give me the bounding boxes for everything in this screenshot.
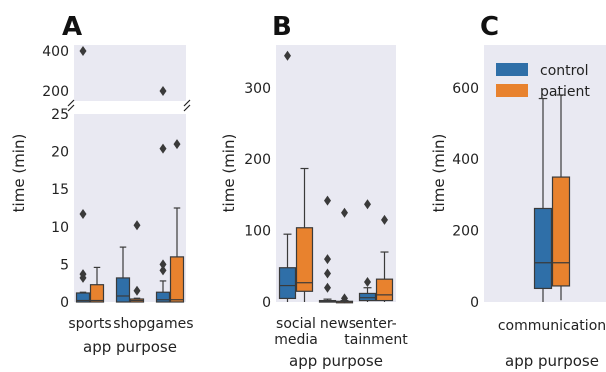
panel-a-y-tick-label: 20 bbox=[51, 145, 69, 161]
panel-a-outlier-control bbox=[159, 143, 167, 154]
panel-a-outlier-control bbox=[79, 46, 87, 56]
panel-a-outlier-control bbox=[159, 86, 167, 96]
panel-letter-a: A bbox=[62, 12, 82, 42]
panel-a-y-tick-label: 5 bbox=[60, 257, 69, 273]
panel-a-box-control bbox=[115, 277, 131, 303]
panel-a-y-tick-label: 15 bbox=[51, 182, 69, 198]
panel-c-y-tick-label: 400 bbox=[452, 152, 479, 168]
panel-a-x-tick-label: shop bbox=[113, 316, 147, 332]
panel-a-y-tick-label: 25 bbox=[51, 107, 69, 123]
panel-b-x-tick-label: social bbox=[276, 316, 316, 332]
panel-b-outlier-control bbox=[364, 277, 371, 288]
panel-a-y-axis-label: time (min) bbox=[10, 134, 28, 213]
panel-a-lower-background bbox=[74, 114, 186, 302]
panel-a-box-control bbox=[75, 292, 91, 303]
panel-c-x-tick-label: communication bbox=[498, 318, 606, 334]
panel-a-y-tick-label: 200 bbox=[42, 84, 69, 100]
panel-b-outlier-control bbox=[324, 195, 331, 206]
panel-b-box-control bbox=[278, 267, 297, 300]
legend-label-control: control bbox=[540, 63, 589, 79]
panel-a-y-tick-label: 10 bbox=[51, 220, 69, 236]
panel-b-x-tick-label: news bbox=[320, 316, 356, 332]
panel-b-y-tick-label: 100 bbox=[244, 224, 271, 240]
panel-b-box-patient bbox=[375, 278, 394, 302]
panel-a-y-tick-label: 0 bbox=[60, 295, 69, 311]
panel-c-box-control bbox=[533, 207, 553, 290]
panel-a-box-patient bbox=[169, 256, 185, 303]
panel-letter-c: C bbox=[480, 12, 499, 42]
panel-a-box-control bbox=[155, 291, 171, 303]
panel-a-y-tick-label: 400 bbox=[42, 44, 69, 60]
panel-a-outlier-patient bbox=[133, 285, 141, 296]
panel-b-box-control bbox=[358, 292, 377, 302]
panel-b-y-axis-label: time (min) bbox=[220, 134, 238, 213]
legend: control patient bbox=[496, 63, 590, 100]
panel-b-outlier-control bbox=[284, 50, 291, 61]
legend-swatch-patient bbox=[496, 84, 528, 97]
panel-b-x-tick-label: media bbox=[274, 332, 318, 348]
panel-b-x-tick-label: tainment bbox=[344, 332, 408, 348]
panel-c-y-tick-label: 0 bbox=[470, 295, 479, 311]
panel-c-x-axis-label: app purpose bbox=[505, 352, 599, 370]
panel-c-box-patient bbox=[551, 176, 571, 287]
panel-a-outlier-control bbox=[79, 269, 87, 280]
panel-b-box-patient bbox=[295, 227, 314, 292]
panel-b-outlier-control bbox=[364, 199, 371, 210]
panel-letter-b: B bbox=[272, 12, 292, 42]
legend-label-patient: patient bbox=[540, 84, 590, 100]
panel-b-outlier-patient bbox=[381, 214, 388, 225]
panel-b-outlier-control bbox=[324, 268, 331, 279]
panel-a-outlier-patient bbox=[133, 220, 141, 231]
panel-b-x-axis-label: app purpose bbox=[289, 352, 383, 370]
panel-a-x-tick-label: sports bbox=[68, 316, 111, 332]
panel-a-x-tick-label: games bbox=[146, 316, 193, 332]
panel-a-box-patient bbox=[89, 284, 105, 303]
panel-a-outlier-patient bbox=[173, 139, 181, 150]
panel-a-x-axis-label: app purpose bbox=[83, 338, 177, 356]
panel-b-y-tick-label: 200 bbox=[244, 152, 271, 168]
panel-a-outlier-control bbox=[159, 259, 167, 270]
panel-a-outlier-control bbox=[159, 265, 167, 276]
panel-b-outlier-control bbox=[324, 254, 331, 265]
panel-b-background bbox=[276, 45, 396, 302]
panel-c-y-tick-label: 600 bbox=[452, 81, 479, 97]
panel-a-outlier-control bbox=[79, 209, 87, 220]
panel-a-upper-background bbox=[74, 45, 186, 101]
panel-b-outlier-patient bbox=[341, 293, 348, 304]
axis-break-marks bbox=[67, 99, 191, 112]
panel-c-y-tick-label: 200 bbox=[452, 224, 479, 240]
panel-b-y-tick-label: 0 bbox=[262, 295, 271, 311]
panel-b-x-tick-label: enter- bbox=[355, 316, 397, 332]
panel-b-outlier-control bbox=[324, 282, 331, 293]
chart-marks: 0 5 10 15 20 25 200 400 0 100 200 300 0 200 400 600 spor… bbox=[42, 44, 606, 348]
panel-b-outlier-patient bbox=[341, 207, 348, 218]
panel-c-y-axis-label: time (min) bbox=[430, 134, 448, 213]
panel-b-y-tick-label: 300 bbox=[244, 81, 271, 97]
legend-swatch-control bbox=[496, 63, 528, 76]
